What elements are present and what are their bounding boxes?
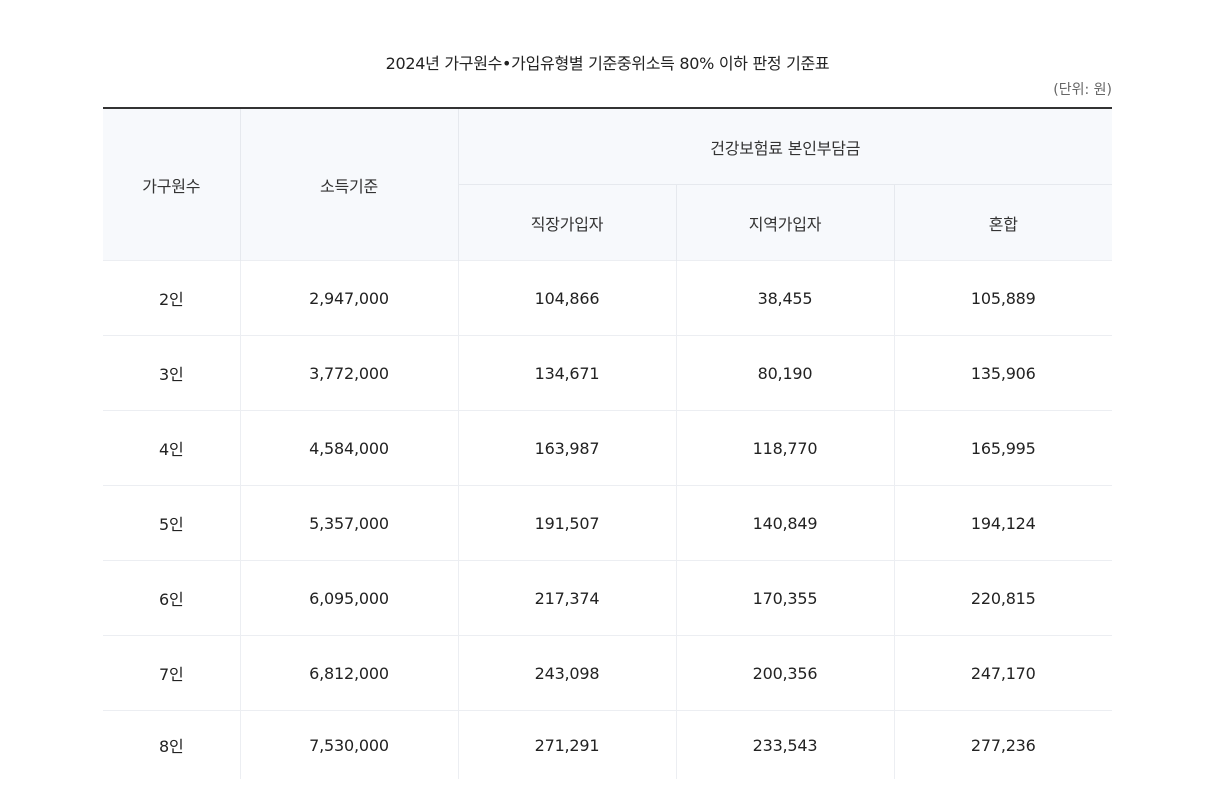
header-regional-subscriber: 지역가입자 [675, 184, 894, 261]
document-page: 2024년 가구원수•가입유형별 기준중위소득 80% 이하 판정 기준표 (단… [103, 0, 1113, 800]
table-row: 4인 4,584,000 163,987 118,770 165,995 [103, 410, 1113, 486]
cell-income-criteria: 2,947,000 [239, 260, 458, 336]
cell-household-count: 8인 [103, 710, 240, 779]
header-premium-group: 건강보험료 본인부담금 [457, 108, 1113, 185]
income-criteria-table: 가구원수 소득기준 건강보험료 본인부담금 직장가입자 지역가입자 혼합 2인 … [103, 107, 1113, 779]
header-mixed: 혼합 [893, 184, 1113, 261]
header-row-sub: 직장가입자 지역가입자 혼합 [103, 184, 1113, 261]
cell-regional-premium: 200,356 [675, 635, 894, 711]
table-row: 6인 6,095,000 217,374 170,355 220,815 [103, 560, 1113, 636]
header-employee-subscriber: 직장가입자 [457, 184, 676, 261]
table-row: 3인 3,772,000 134,671 80,190 135,906 [103, 335, 1113, 411]
cell-income-criteria: 6,812,000 [239, 635, 458, 711]
cell-regional-premium: 170,355 [675, 560, 894, 636]
cell-employee-premium: 191,507 [457, 485, 676, 561]
cell-mixed-premium: 135,906 [893, 335, 1113, 411]
cell-employee-premium: 217,374 [457, 560, 676, 636]
table-body: 2인 2,947,000 104,866 38,455 105,889 3인 3… [103, 260, 1113, 779]
cell-employee-premium: 243,098 [457, 635, 676, 711]
cell-income-criteria: 6,095,000 [239, 560, 458, 636]
cell-mixed-premium: 277,236 [893, 710, 1113, 779]
cell-employee-premium: 134,671 [457, 335, 676, 411]
table-row: 7인 6,812,000 243,098 200,356 247,170 [103, 635, 1113, 711]
table-header: 가구원수 소득기준 건강보험료 본인부담금 직장가입자 지역가입자 혼합 [103, 108, 1113, 261]
cell-household-count: 7인 [103, 635, 240, 711]
cell-household-count: 4인 [103, 410, 240, 486]
cell-employee-premium: 104,866 [457, 260, 676, 336]
header-row-top: 가구원수 소득기준 건강보험료 본인부담금 [103, 108, 1113, 261]
cell-mixed-premium: 105,889 [893, 260, 1113, 336]
cell-mixed-premium: 247,170 [893, 635, 1113, 711]
cell-household-count: 3인 [103, 335, 240, 411]
cell-income-criteria: 4,584,000 [239, 410, 458, 486]
table-row: 8인 7,530,000 271,291 233,543 277,236 [103, 710, 1113, 779]
cell-income-criteria: 5,357,000 [239, 485, 458, 561]
cell-mixed-premium: 165,995 [893, 410, 1113, 486]
cell-employee-premium: 271,291 [457, 710, 676, 779]
unit-note: (단위: 원) [1053, 82, 1112, 98]
cell-regional-premium: 118,770 [675, 410, 894, 486]
cell-mixed-premium: 220,815 [893, 560, 1113, 636]
cell-income-criteria: 7,530,000 [239, 710, 458, 779]
cell-regional-premium: 80,190 [675, 335, 894, 411]
table-row: 2인 2,947,000 104,866 38,455 105,889 [103, 260, 1113, 336]
cell-household-count: 5인 [103, 485, 240, 561]
table-title: 2024년 가구원수•가입유형별 기준중위소득 80% 이하 판정 기준표 [385, 54, 830, 73]
header-income-criteria: 소득기준 [239, 108, 458, 261]
table-row: 5인 5,357,000 191,507 140,849 194,124 [103, 485, 1113, 561]
header-household-count: 가구원수 [103, 108, 240, 261]
cell-household-count: 2인 [103, 260, 240, 336]
cell-employee-premium: 163,987 [457, 410, 676, 486]
cell-income-criteria: 3,772,000 [239, 335, 458, 411]
cell-regional-premium: 140,849 [675, 485, 894, 561]
cell-household-count: 6인 [103, 560, 240, 636]
cell-regional-premium: 233,543 [675, 710, 894, 779]
cell-mixed-premium: 194,124 [893, 485, 1113, 561]
cell-regional-premium: 38,455 [675, 260, 894, 336]
